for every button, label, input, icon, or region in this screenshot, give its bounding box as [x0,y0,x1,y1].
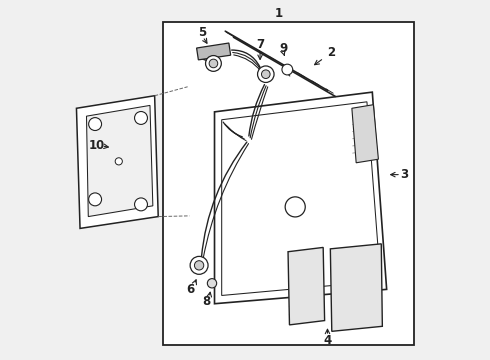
Circle shape [262,70,270,78]
Text: 5: 5 [198,26,207,39]
Circle shape [195,261,204,270]
Circle shape [207,279,217,288]
Polygon shape [215,92,387,304]
Text: 8: 8 [202,295,211,308]
Polygon shape [330,244,382,331]
Bar [163,22,414,345]
Polygon shape [221,102,381,296]
Circle shape [282,64,293,75]
Text: 4: 4 [323,334,332,347]
Text: 6: 6 [186,283,195,296]
Polygon shape [76,96,158,228]
Circle shape [205,55,221,71]
Circle shape [190,256,208,274]
Circle shape [89,118,101,131]
Text: 7: 7 [256,38,264,51]
Text: 2: 2 [327,46,335,59]
Polygon shape [196,43,231,60]
Circle shape [115,158,122,165]
Polygon shape [87,105,153,217]
Circle shape [285,197,305,217]
Text: 1: 1 [275,7,283,20]
Polygon shape [288,247,324,325]
Circle shape [89,193,101,206]
Circle shape [135,198,147,211]
Polygon shape [352,105,378,163]
Circle shape [258,66,274,82]
Circle shape [135,112,147,125]
Circle shape [209,59,218,68]
Text: 10: 10 [89,139,105,152]
Text: 3: 3 [400,168,409,181]
Text: 9: 9 [279,41,288,54]
